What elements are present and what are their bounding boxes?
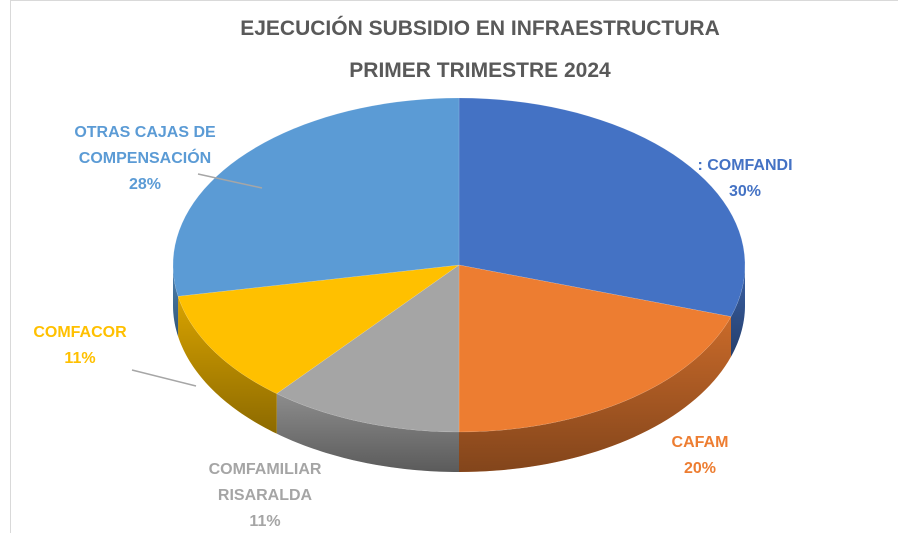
value-label: 28%: [128, 176, 162, 193]
value-label: 20%: [683, 460, 717, 477]
category-label: : COMFANDI: [697, 157, 793, 174]
category-label: COMFACOR: [33, 324, 127, 341]
category-label: COMFAMILIAR RISARALDA: [208, 461, 322, 504]
data-label: : COMFANDI 30%: [645, 153, 845, 205]
pie-slice: [177, 264, 460, 394]
data-label: CAFAM 20%: [600, 430, 800, 482]
pie-slice: [458, 97, 746, 317]
slice-side-shade: [173, 265, 179, 337]
category-label: CAFAM: [671, 434, 729, 451]
chart-frame: [10, 0, 898, 533]
leader-line: [197, 173, 263, 189]
category-label: OTRAS CAJAS DE COMPENSACIÓN: [74, 124, 216, 167]
data-label: COMFACOR 11%: [25, 320, 135, 372]
value-label: 11%: [64, 350, 96, 367]
data-label: COMFAMILIAR RISARALDA 11%: [175, 457, 355, 535]
slice-side-shade: [276, 393, 459, 472]
leader-line: [131, 369, 197, 387]
value-label: 30%: [728, 183, 762, 200]
slice-side-shade: [178, 296, 277, 434]
data-label: OTRAS CAJAS DE COMPENSACIÓN 28%: [45, 120, 245, 198]
chart-title: EJECUCIÓN SUBSIDIO EN INFRAESTRUCTURA PR…: [240, 17, 720, 82]
slice-side-shade: [731, 265, 745, 357]
pie-slice: [458, 264, 732, 433]
slice-side-shade: [459, 316, 732, 472]
value-label: 11%: [249, 513, 281, 530]
pie-slice: [172, 97, 460, 297]
pie-slice: [276, 264, 460, 433]
